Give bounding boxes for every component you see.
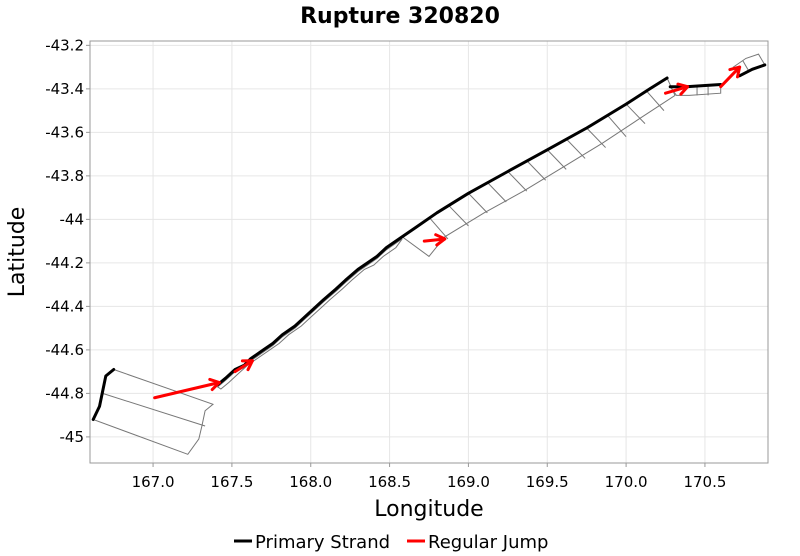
y-tick-label: -43.2	[45, 36, 84, 54]
regular-jump-arrow	[422, 237, 447, 243]
fault-section-divider	[449, 205, 469, 227]
x-tick-label: 168.0	[289, 473, 332, 491]
fault-section-divider	[428, 216, 449, 240]
series-lines	[91, 63, 767, 421]
y-tick-label: -44.6	[45, 341, 84, 359]
regular-jump-arrowhead	[676, 82, 690, 96]
legend-label-regular-jump: Regular Jump	[428, 532, 548, 553]
x-tick-label: 169.5	[526, 473, 569, 491]
fault-section-divider	[606, 114, 627, 138]
legend: Primary Strand Regular Jump	[234, 532, 548, 553]
fault-section-divider	[526, 160, 547, 181]
y-tick-label: -43.6	[45, 123, 84, 141]
plot-area	[89, 40, 769, 464]
x-tick-label: 170.5	[683, 473, 726, 491]
tick-labels: 167.0 167.5 168.0 168.5 169.0 169.5 170.0 170.5…	[45, 36, 726, 491]
fault-section-outline	[216, 238, 403, 390]
y-tick-label: -44	[60, 210, 85, 228]
y-tick-label: -43.8	[45, 167, 84, 185]
fault-section-divider	[546, 149, 567, 170]
primary-strand-line	[91, 368, 116, 421]
x-tick-label: 167.5	[210, 473, 253, 491]
grid-lines	[86, 41, 768, 467]
y-tick-label: -44.4	[45, 297, 84, 315]
fault-section-divider	[102, 392, 206, 427]
legend-label-primary-strand: Primary Strand	[255, 532, 390, 553]
x-tick-label: 168.5	[368, 473, 411, 491]
fault-section-divider	[625, 103, 646, 125]
primary-strand-line	[738, 63, 767, 78]
regular-jump-arrow	[719, 65, 742, 89]
primary-strand-line	[216, 76, 669, 387]
x-tick-label: 167.0	[132, 473, 175, 491]
fault-section-divider	[468, 192, 488, 214]
x-tick-label: 169.0	[447, 473, 490, 491]
fault-sections	[92, 53, 766, 455]
fault-section-outline	[401, 77, 676, 258]
y-tick-label: -44.8	[45, 384, 84, 402]
fault-section-divider	[646, 90, 665, 111]
y-tick-label: -44.2	[45, 254, 84, 272]
fault-section-divider	[507, 171, 528, 192]
fault-section-divider	[565, 138, 586, 159]
fault-section-divider	[742, 60, 750, 72]
x-tick-label: 170.0	[605, 473, 648, 491]
regular-jump-arrow	[153, 381, 221, 400]
y-tick-label: -45	[60, 428, 85, 446]
regular-jump-arrow	[664, 85, 690, 95]
x-axis-label: Longitude	[374, 497, 483, 522]
regular-jump-arrowhead	[434, 233, 447, 247]
fault-section-divider	[586, 127, 606, 148]
regular-jump-arrowhead	[240, 359, 254, 372]
regular-jump-arrow	[233, 359, 254, 374]
fault-section-divider	[486, 182, 507, 203]
chart-title: Rupture 320820	[300, 4, 500, 29]
y-tick-label: -43.4	[45, 80, 84, 98]
regular-jump-arrowhead	[208, 377, 221, 392]
y-axis-label: Latitude	[5, 207, 30, 298]
regular-jump-arrowhead	[728, 65, 742, 79]
